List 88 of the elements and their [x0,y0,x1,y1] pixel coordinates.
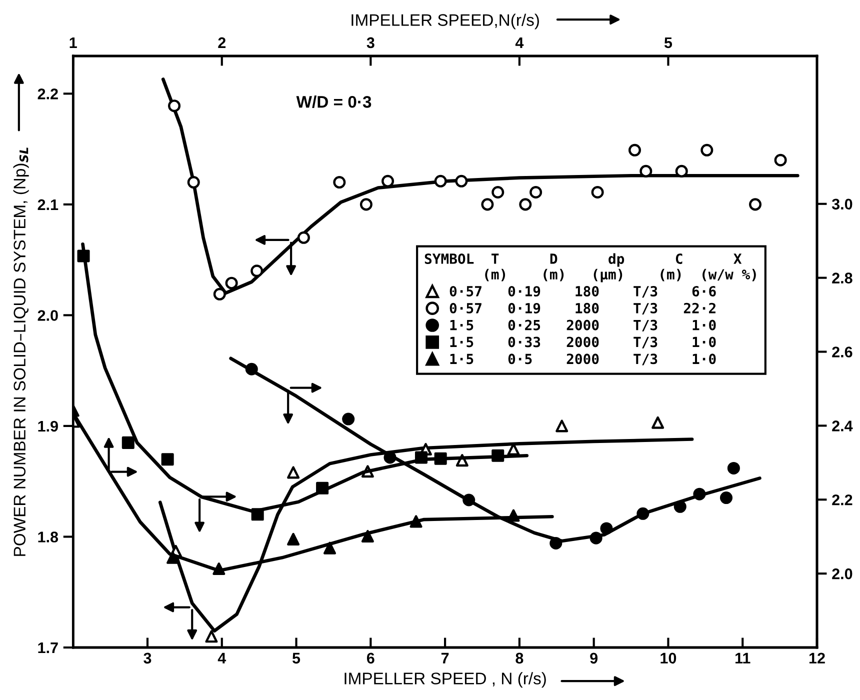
point [77,250,90,262]
point [122,436,134,449]
point [225,276,238,290]
legend-label: 0·57 0·19 180 T/3 6·6 [450,286,716,298]
legend-label: 1·5 0·33 2000 T/3 1·0 [450,336,716,348]
point [720,492,733,504]
point [462,494,476,506]
x2-tick-label: 3 [366,37,374,48]
point [700,144,714,156]
point [287,466,300,479]
point [168,100,181,112]
x-tick-label: 8 [516,652,524,664]
point [519,198,532,211]
x-tick-label: 12 [809,652,825,664]
point [434,452,447,465]
point [297,231,310,244]
point [550,536,562,550]
y-tick-label: 1.9 [38,420,58,432]
legend-label: 0·57 0·19 180 T/3 22·2 [450,302,716,314]
point [652,416,664,429]
point [414,451,428,464]
y2-tick-label: 2.8 [832,272,852,284]
legend-title: SYMBOL T D dp C X (m) (m) (μm) (m) (w/w %) [424,253,756,282]
y2-tick-label: 2.2 [832,494,852,506]
point [250,264,264,278]
point [636,507,650,520]
y-tick-label: 2.1 [38,199,58,210]
point [556,420,568,432]
x-tick-label: 11 [735,652,750,664]
point [360,198,372,211]
legend-label: 1·5 0·5 2000 T/3 1·0 [450,354,716,366]
point [674,500,686,513]
x-tick-label: 3 [144,652,152,664]
legend-label: 1·5 0·25 2000 T/3 1·0 [450,320,716,332]
point [492,186,504,199]
x-tick-label: 4 [218,652,226,664]
y2-tick-label: 2.0 [832,568,852,580]
point [774,154,787,166]
point [161,453,174,466]
x-tick-label: 5 [292,652,300,664]
point [251,508,264,521]
x2-tick-label: 1 [70,37,77,48]
x2-tick-label: 5 [664,37,672,48]
point [323,542,336,554]
y-tick-label: 2.0 [38,310,58,321]
point [590,532,602,544]
point [434,174,447,188]
point [507,509,520,522]
point [640,164,652,178]
point [212,562,226,576]
x-tick-label: 7 [441,652,449,664]
x2-axis-title: IMPELLER SPEED,N(r/s) [352,14,539,30]
point [187,176,200,189]
point [492,449,504,462]
x-tick-label: 10 [660,652,676,664]
y2-tick-label: 3.0 [832,198,852,210]
point [628,144,642,156]
x-axis-title: IMPELLER SPEED , N (r/s) [344,672,546,688]
y-tick-label: 2.2 [38,88,58,100]
y2-tick-label: 2.4 [832,420,853,432]
point [591,186,604,199]
point [675,164,688,178]
annotation: W/D = 0·3 [296,96,372,108]
x-tick-label: 6 [366,652,374,664]
point [287,532,300,546]
x2-tick-label: 2 [218,37,226,48]
point [245,362,258,376]
point [748,198,762,211]
point [410,515,422,528]
point [333,176,346,189]
y2-tick-label: 2.6 [832,346,852,358]
x2-tick-label: 4 [515,37,524,48]
point [382,174,394,188]
x-tick-label: 9 [590,652,598,664]
point [316,482,329,494]
point [342,412,355,426]
y-tick-label: 1.7 [38,642,58,654]
point [481,198,494,211]
point [213,288,226,300]
point [530,186,542,199]
point [361,530,374,542]
point [693,488,706,500]
point [205,630,218,643]
point [455,174,468,188]
point [600,522,613,535]
y-tick-label: 1.8 [38,532,58,542]
y-axis-title: POWER NUMBER IN SOLID–LIQUID SYSTEM, (Np)$_{SL}$ [13,148,29,556]
point [727,462,740,474]
